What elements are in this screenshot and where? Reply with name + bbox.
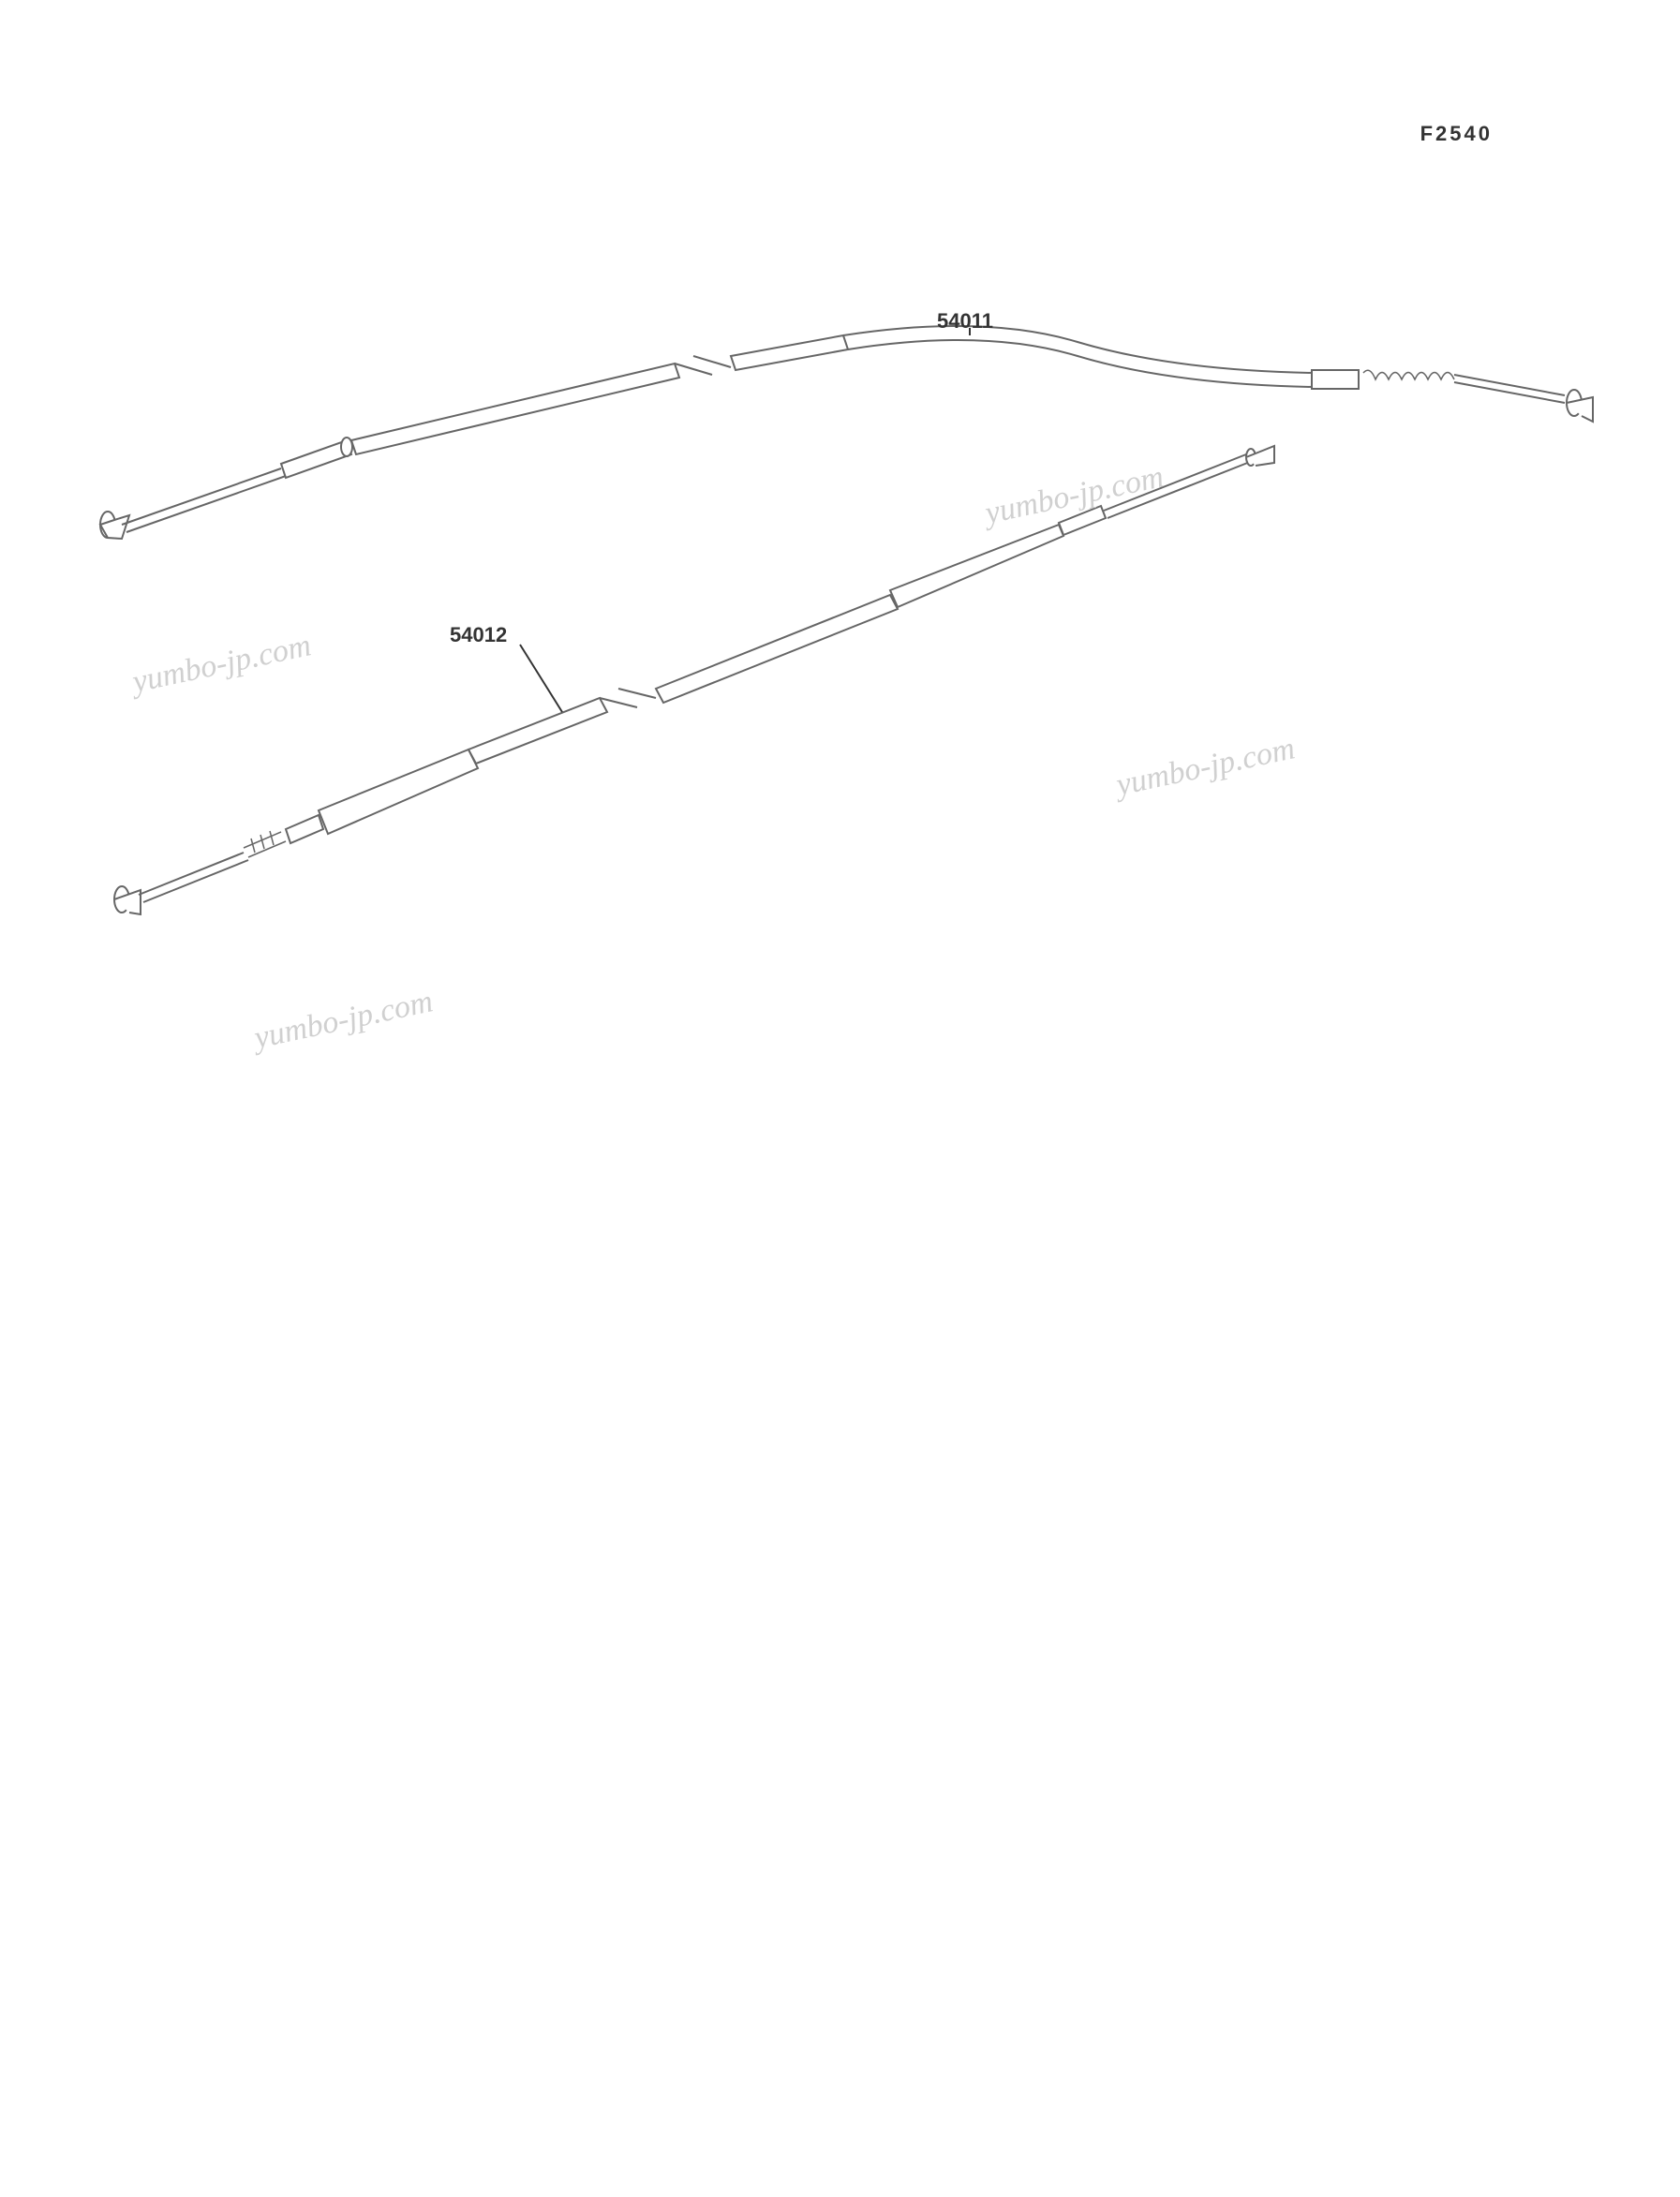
part-label-54012: 54012 xyxy=(450,623,507,647)
parts-diagram: F2540 xyxy=(0,0,1680,1124)
clutch-cable-drawing xyxy=(100,326,1593,539)
throttle-cable-drawing xyxy=(114,446,1274,914)
part-label-54011: 54011 xyxy=(937,309,993,334)
diagram-svg xyxy=(0,0,1680,1124)
